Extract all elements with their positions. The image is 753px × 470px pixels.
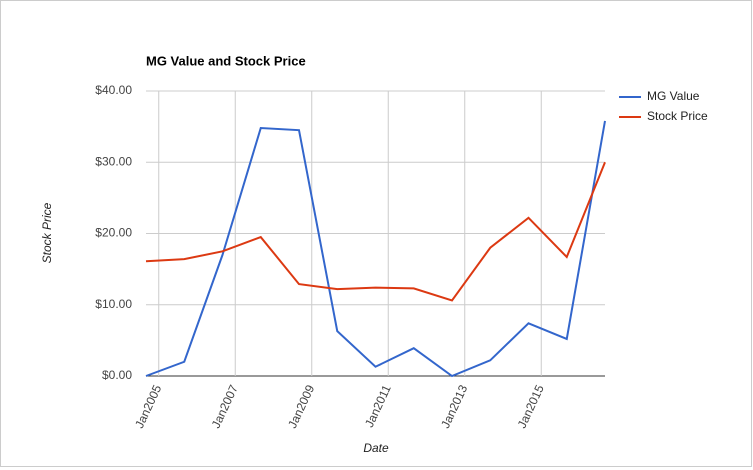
y-tick-label: $0.00 [102,368,132,382]
y-tick-label: $30.00 [95,154,132,168]
series-line [145,161,606,302]
y-tick-label: $10.00 [95,297,132,311]
x-axis-label: Date [363,441,389,455]
legend-label: MG Value [647,89,700,103]
chart-title: MG Value and Stock Price [146,53,306,68]
y-axis-label: Stock Price [40,202,54,263]
y-tick-label: $20.00 [95,226,132,240]
legend-label: Stock Price [647,109,708,123]
y-tick-label: $40.00 [95,83,132,97]
series-line [145,120,606,378]
